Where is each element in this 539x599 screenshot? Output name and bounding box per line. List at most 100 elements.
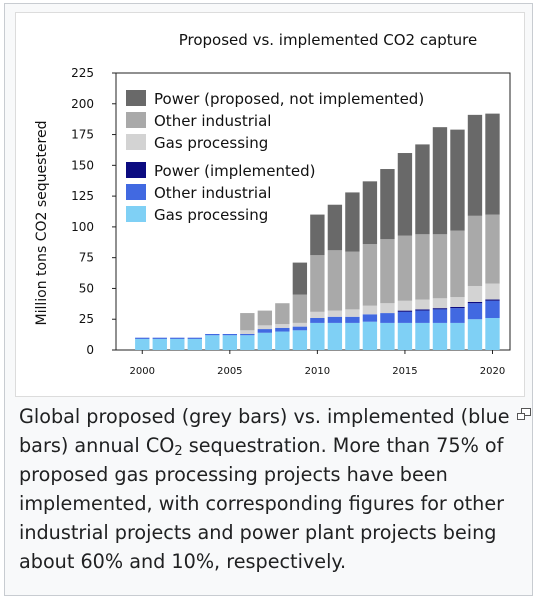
bar-segment-implemented-gas-processing <box>135 338 150 350</box>
x-tick-label: 2000 <box>130 366 155 377</box>
bar-segment-proposed-other-industrial <box>450 230 465 298</box>
bar-segment-proposed-gas-processing <box>345 309 360 317</box>
bar-segment-implemented-other-industrial <box>362 314 378 322</box>
bar-segment-implemented-other-industrial <box>485 300 500 318</box>
bar-segment-proposed-power-proposed-not-implemented <box>450 129 465 231</box>
bar-segment-proposed-power-proposed-not-implemented <box>415 144 430 235</box>
figure-thumbnail: Proposed vs. implemented CO2 capture Mil… <box>4 3 533 596</box>
bar-segment-proposed-gas-processing <box>415 299 430 310</box>
chart-title: Proposed vs. implemented CO2 capture <box>179 31 478 49</box>
bar-segment-implemented-other-industrial <box>275 327 290 332</box>
caption-subscript: 2 <box>174 444 183 459</box>
bar-segment-implemented-power-implemented <box>432 308 448 310</box>
bar-segment-implemented-other-industrial <box>415 310 430 323</box>
bar-segment-proposed-power-proposed-not-implemented <box>362 181 378 245</box>
legend-label: Gas processing <box>154 134 268 152</box>
bar-segment-implemented-gas-processing <box>485 317 500 350</box>
chart-image[interactable]: Proposed vs. implemented CO2 capture Mil… <box>15 12 525 397</box>
bar-segment-proposed-other-industrial <box>485 214 500 284</box>
bar-segment-proposed-other-industrial <box>257 310 273 326</box>
bar-segment-implemented-other-industrial <box>467 303 483 320</box>
y-tick-label: 50 <box>79 281 94 295</box>
bar-segment-implemented-other-industrial <box>187 337 202 339</box>
x-tick-label: 2020 <box>480 366 505 377</box>
legend-label: Other industrial <box>154 184 271 202</box>
bar-segment-implemented-other-industrial <box>327 316 343 323</box>
bar-segment-proposed-other-industrial <box>397 235 413 301</box>
bar-segment-implemented-gas-processing <box>380 322 395 350</box>
bar-segment-proposed-other-industrial <box>310 255 325 312</box>
bar-segment-implemented-gas-processing <box>310 322 325 350</box>
bar-segment-implemented-other-industrial <box>397 311 413 323</box>
bar-segment-implemented-other-industrial <box>257 329 273 333</box>
y-tick-label: 125 <box>71 189 94 203</box>
bar-segment-proposed-other-industrial <box>362 244 378 306</box>
bar-segment-implemented-other-industrial <box>222 333 238 336</box>
bar-segment-implemented-other-industrial <box>310 317 325 323</box>
bar-segment-implemented-other-industrial <box>205 333 220 336</box>
bar-segment-proposed-power-proposed-not-implemented <box>380 169 395 240</box>
bar-segment-implemented-gas-processing <box>467 319 483 350</box>
bar-segment-implemented-gas-processing <box>292 330 308 350</box>
caption-text: Global proposed (grey bars) vs. implemen… <box>19 405 510 457</box>
bar-segment-proposed-power-proposed-not-implemented <box>485 113 500 215</box>
bar-segment-implemented-gas-processing <box>170 338 185 350</box>
bar-segment-proposed-gas-processing <box>485 283 500 300</box>
bar-segment-proposed-gas-processing <box>380 303 395 314</box>
figure-caption: Global proposed (grey bars) vs. implemen… <box>19 402 524 576</box>
magnify-clip-icon[interactable] <box>517 408 531 420</box>
bar-segment-proposed-other-industrial <box>380 239 395 304</box>
bar-segment-implemented-other-industrial <box>345 316 360 323</box>
y-tick-label: 100 <box>71 220 94 234</box>
bar-segment-proposed-other-industrial <box>415 234 430 300</box>
y-tick-label: 225 <box>71 66 94 80</box>
y-tick-label: 25 <box>79 312 94 326</box>
bar-segment-proposed-gas-processing <box>362 305 378 315</box>
bar-segment-proposed-gas-processing <box>327 310 343 317</box>
legend-swatch <box>126 134 146 150</box>
bar-segment-implemented-power-implemented <box>450 306 465 309</box>
legend-swatch <box>126 184 146 200</box>
bar-segment-implemented-other-industrial <box>240 333 255 336</box>
x-tick-label: 2010 <box>305 366 330 377</box>
bar-segment-proposed-gas-processing <box>467 285 483 302</box>
legend-label: Gas processing <box>154 206 268 224</box>
bar-segment-implemented-other-industrial <box>135 337 150 339</box>
bar-segment-proposed-gas-processing <box>257 325 273 330</box>
bar-segment-implemented-gas-processing <box>205 335 220 350</box>
bar-segment-proposed-gas-processing <box>275 324 290 328</box>
bar-segment-implemented-other-industrial <box>432 309 448 323</box>
bar-segment-implemented-gas-processing <box>327 322 343 350</box>
bar-segment-implemented-gas-processing <box>240 335 255 350</box>
bar-segment-proposed-gas-processing <box>450 297 465 307</box>
bar-segment-proposed-power-proposed-not-implemented <box>467 114 483 216</box>
bar-segment-implemented-gas-processing <box>187 338 202 350</box>
bar-segment-proposed-power-proposed-not-implemented <box>432 127 448 235</box>
legend-label: Other industrial <box>154 112 271 130</box>
bar-segment-implemented-other-industrial <box>170 337 185 339</box>
bar-segment-proposed-power-proposed-not-implemented <box>397 153 413 236</box>
y-tick-label: 150 <box>71 158 94 172</box>
bar-segment-implemented-gas-processing <box>362 321 378 350</box>
bar-segment-implemented-gas-processing <box>415 322 430 350</box>
bar-segment-implemented-gas-processing <box>152 338 167 350</box>
bar-segment-proposed-gas-processing <box>397 300 413 311</box>
y-tick-label: 200 <box>71 97 94 111</box>
bar-segment-implemented-gas-processing <box>257 332 273 350</box>
y-tick-label: 0 <box>86 343 94 357</box>
legend-swatch <box>126 206 146 222</box>
bar-segment-implemented-power-implemented <box>397 310 413 312</box>
y-axis-label: Million tons CO2 sequestered <box>34 121 50 326</box>
y-tick-label: 75 <box>79 251 94 265</box>
bar-segment-proposed-other-industrial <box>327 250 343 311</box>
bar-segment-implemented-gas-processing <box>345 322 360 350</box>
bar-segment-implemented-other-industrial <box>152 337 167 339</box>
bar-segment-implemented-power-implemented <box>485 299 500 301</box>
legend-swatch <box>126 162 146 178</box>
legend-swatch <box>126 90 146 106</box>
stacked-bar-chart: Proposed vs. implemented CO2 capture Mil… <box>34 31 511 377</box>
bar-segment-proposed-gas-processing <box>292 322 308 327</box>
bar-segment-proposed-power-proposed-not-implemented <box>327 204 343 251</box>
bar-segment-implemented-other-industrial <box>292 326 308 331</box>
bar-segment-proposed-other-industrial <box>467 215 483 286</box>
